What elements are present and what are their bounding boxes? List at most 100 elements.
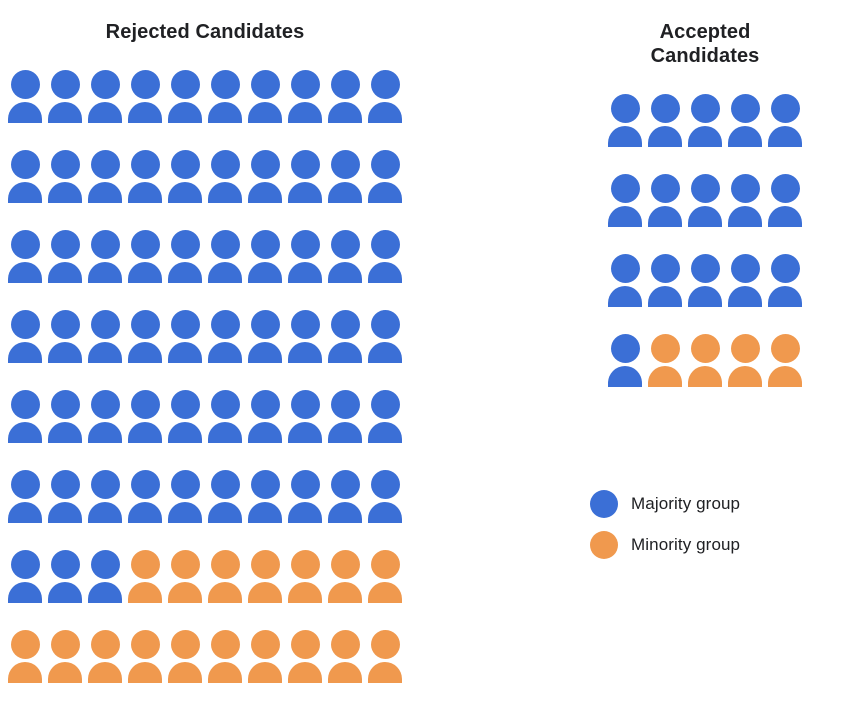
person-icon-minority	[168, 550, 202, 603]
person-icon-majority	[88, 70, 122, 123]
person-icon-majority	[288, 310, 322, 363]
majority-group-label: Majority group	[631, 494, 741, 513]
person-icon-majority	[48, 70, 82, 123]
person-icon-majority	[48, 390, 82, 443]
person-icon-minority	[648, 334, 682, 387]
person-icon-minority	[328, 630, 362, 683]
person-icon-majority	[168, 150, 202, 203]
person-icon-minority	[48, 630, 82, 683]
person-icon-majority	[8, 470, 42, 523]
person-icon-majority	[648, 254, 682, 307]
legend-item-minority: Minority group	[590, 531, 740, 559]
person-icon-majority	[208, 310, 242, 363]
person-icon-majority	[8, 230, 42, 283]
person-icon-majority	[88, 470, 122, 523]
person-icon-minority	[368, 550, 402, 603]
person-icon-majority	[88, 390, 122, 443]
person-icon-majority	[8, 70, 42, 123]
person-icon-majority	[48, 550, 82, 603]
person-icon-minority	[208, 630, 242, 683]
majority-group-swatch-icon	[590, 490, 618, 518]
person-icon-majority	[168, 230, 202, 283]
person-icon-minority	[128, 550, 162, 603]
person-icon-majority	[208, 390, 242, 443]
person-icon-majority	[208, 470, 242, 523]
person-icon-majority	[288, 70, 322, 123]
person-icon-majority	[368, 470, 402, 523]
rejected-candidates-grid	[8, 70, 402, 683]
person-icon-majority	[608, 174, 642, 227]
person-icon-majority	[768, 174, 802, 227]
person-icon-majority	[208, 230, 242, 283]
person-icon-majority	[288, 470, 322, 523]
person-icon-majority	[248, 390, 282, 443]
person-icon-minority	[208, 550, 242, 603]
person-icon-majority	[128, 150, 162, 203]
person-icon-majority	[648, 94, 682, 147]
person-icon-majority	[128, 470, 162, 523]
person-icon-minority	[728, 334, 762, 387]
person-icon-majority	[328, 150, 362, 203]
person-icon-majority	[168, 70, 202, 123]
person-icon-majority	[248, 470, 282, 523]
person-icon-majority	[768, 254, 802, 307]
person-icon-minority	[128, 630, 162, 683]
person-icon-majority	[8, 390, 42, 443]
person-icon-majority	[768, 94, 802, 147]
minority-group-label: Minority group	[631, 535, 741, 554]
person-icon-minority	[288, 630, 322, 683]
person-icon-majority	[648, 174, 682, 227]
person-icon-majority	[368, 70, 402, 123]
person-icon-minority	[248, 550, 282, 603]
person-icon-majority	[608, 254, 642, 307]
person-icon-majority	[368, 310, 402, 363]
person-icon-majority	[288, 230, 322, 283]
minority-group-swatch-icon	[590, 531, 618, 559]
person-icon-majority	[288, 150, 322, 203]
accepted-candidates-title: Accepted Candidates	[650, 21, 760, 67]
person-icon-majority	[608, 334, 642, 387]
person-icon-majority	[288, 390, 322, 443]
person-icon-minority	[248, 630, 282, 683]
person-icon-majority	[208, 70, 242, 123]
person-icon-majority	[88, 550, 122, 603]
person-icon-majority	[248, 310, 282, 363]
person-icon-majority	[328, 390, 362, 443]
person-icon-majority	[688, 254, 722, 307]
person-icon-majority	[88, 230, 122, 283]
person-icon-majority	[128, 70, 162, 123]
person-icon-minority	[368, 630, 402, 683]
person-icon-majority	[728, 174, 762, 227]
accepted-candidates-grid	[608, 94, 802, 387]
person-icon-majority	[608, 94, 642, 147]
person-icon-majority	[368, 230, 402, 283]
person-icon-minority	[768, 334, 802, 387]
person-icon-majority	[88, 150, 122, 203]
person-icon-majority	[328, 230, 362, 283]
person-icon-majority	[248, 150, 282, 203]
person-icon-majority	[168, 470, 202, 523]
person-icon-majority	[368, 390, 402, 443]
person-icon-majority	[128, 310, 162, 363]
rejected-candidates-section: Rejected Candidates	[8, 20, 402, 683]
person-icon-majority	[168, 310, 202, 363]
person-icon-minority	[288, 550, 322, 603]
accepted-candidates-section: Accepted Candidates	[608, 20, 802, 387]
person-icon-majority	[48, 150, 82, 203]
person-icon-majority	[728, 94, 762, 147]
person-icon-minority	[88, 630, 122, 683]
person-icon-majority	[48, 230, 82, 283]
person-icon-majority	[368, 150, 402, 203]
person-icon-majority	[48, 470, 82, 523]
legend-item-majority: Majority group	[590, 490, 740, 518]
person-icon-majority	[328, 470, 362, 523]
person-icon-majority	[328, 70, 362, 123]
person-icon-minority	[688, 334, 722, 387]
person-icon-minority	[8, 630, 42, 683]
person-icon-majority	[8, 310, 42, 363]
person-icon-majority	[728, 254, 762, 307]
person-icon-majority	[248, 70, 282, 123]
person-icon-majority	[48, 310, 82, 363]
person-icon-majority	[168, 390, 202, 443]
person-icon-majority	[8, 150, 42, 203]
